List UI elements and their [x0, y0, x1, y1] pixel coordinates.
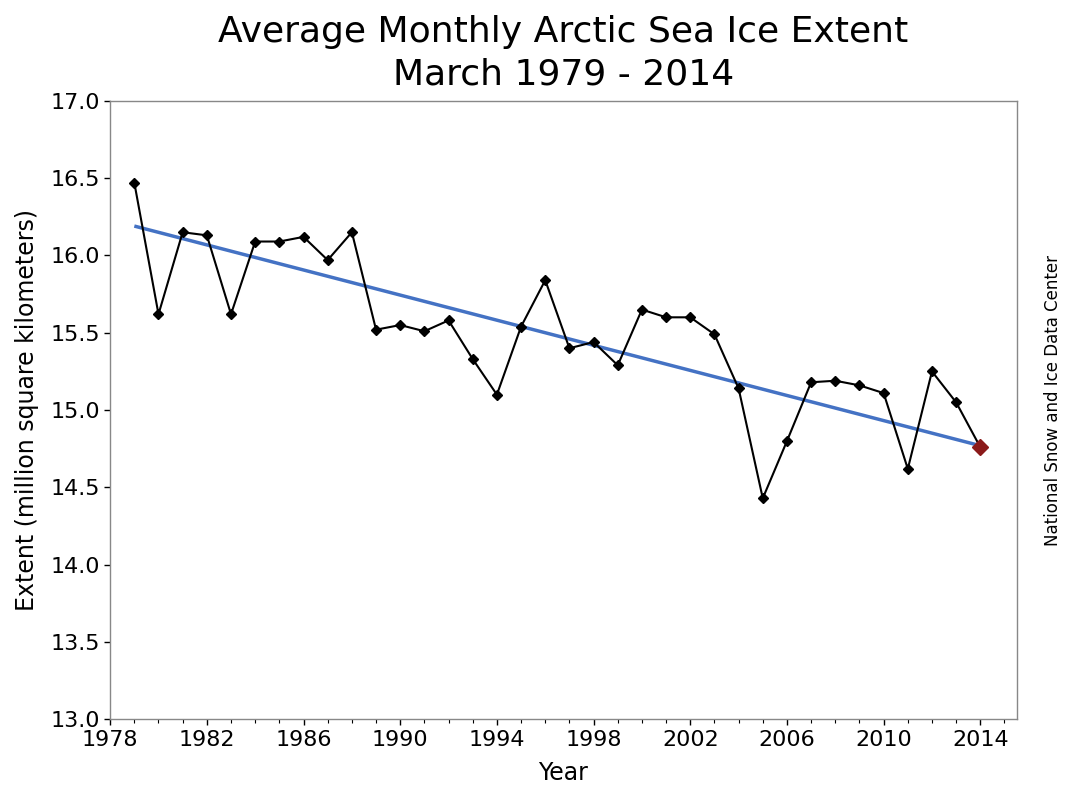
X-axis label: Year: Year — [539, 761, 588, 785]
Text: National Snow and Ice Data Center: National Snow and Ice Data Center — [1044, 254, 1062, 546]
Title: Average Monthly Arctic Sea Ice Extent
March 1979 - 2014: Average Monthly Arctic Sea Ice Extent Ma… — [218, 15, 909, 91]
Y-axis label: Extent (million square kilometers): Extent (million square kilometers) — [15, 209, 38, 611]
